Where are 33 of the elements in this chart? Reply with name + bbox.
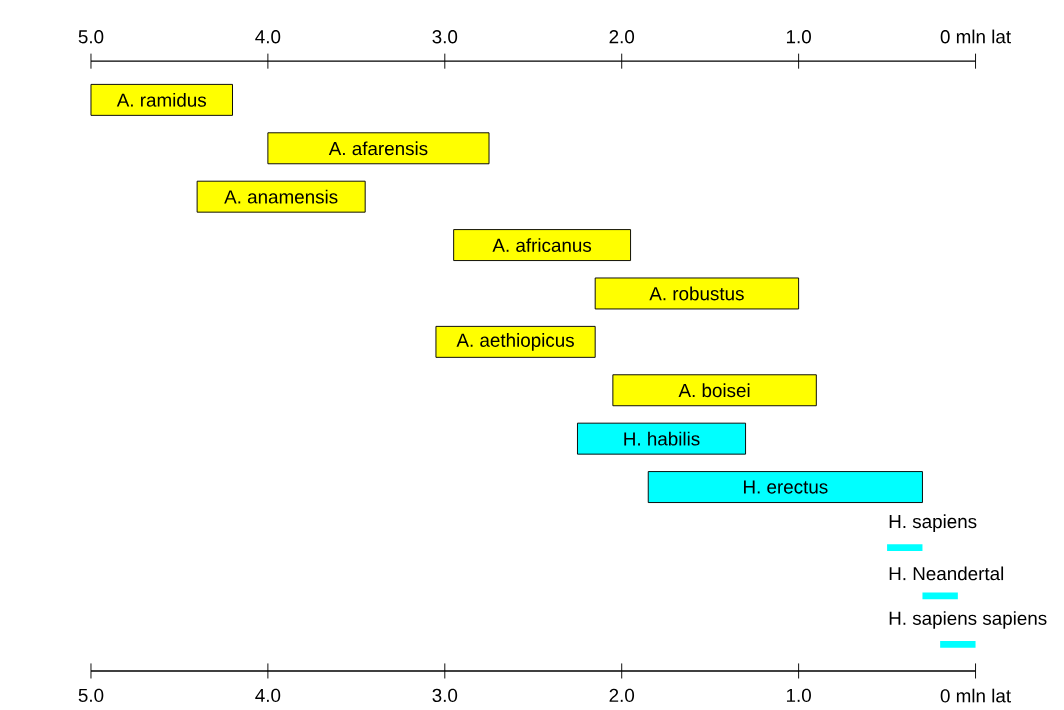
bar <box>90 84 233 117</box>
x2-tick-label: 3.0 <box>432 688 458 703</box>
x2-tick-label: 1.0 <box>786 688 811 703</box>
x-tick-label: 2.0 <box>609 30 635 44</box>
x-tick-label: 0 mln lat <box>940 29 1011 44</box>
x-tick-label: 3.0 <box>432 30 458 44</box>
x2-tick-label: 5.0 <box>78 688 104 703</box>
x-tick-label: 4.0 <box>255 30 281 44</box>
bar <box>594 277 800 310</box>
bar <box>612 374 817 407</box>
y-tick-label: A. aethiopicus <box>456 333 574 351</box>
y-tick-label: A. afarensis <box>328 141 428 156</box>
y-tick-label: H. erectus <box>744 480 828 494</box>
bar <box>435 326 596 359</box>
bar <box>196 180 366 213</box>
x2-tick-label: 0 mln lat <box>940 688 1011 703</box>
y-tick-label: A. robustus <box>649 286 744 301</box>
y-tick-label: A. anamensis <box>224 189 338 204</box>
bar <box>577 422 747 455</box>
x-tick-label: 1.0 <box>786 30 811 44</box>
x2-tick-label: 2.0 <box>609 688 635 703</box>
y-tick-label: H. sapiens <box>889 514 977 533</box>
y-tick-label: H. Neandertal <box>889 566 1004 581</box>
bar <box>453 229 632 262</box>
y-tick-label: A. africanus <box>492 238 592 253</box>
x2-tick-label: 4.0 <box>255 688 281 703</box>
y-tick-label: A. boisei <box>678 383 750 398</box>
bar <box>647 471 923 504</box>
x-tick-label: 5.0 <box>78 30 104 44</box>
y-tick-label: A. ramidus <box>116 93 207 108</box>
bar <box>267 132 490 165</box>
y-tick-label: H. sapiens sapiens <box>889 611 1047 629</box>
y-tick-label: H. habilis <box>624 431 700 446</box>
